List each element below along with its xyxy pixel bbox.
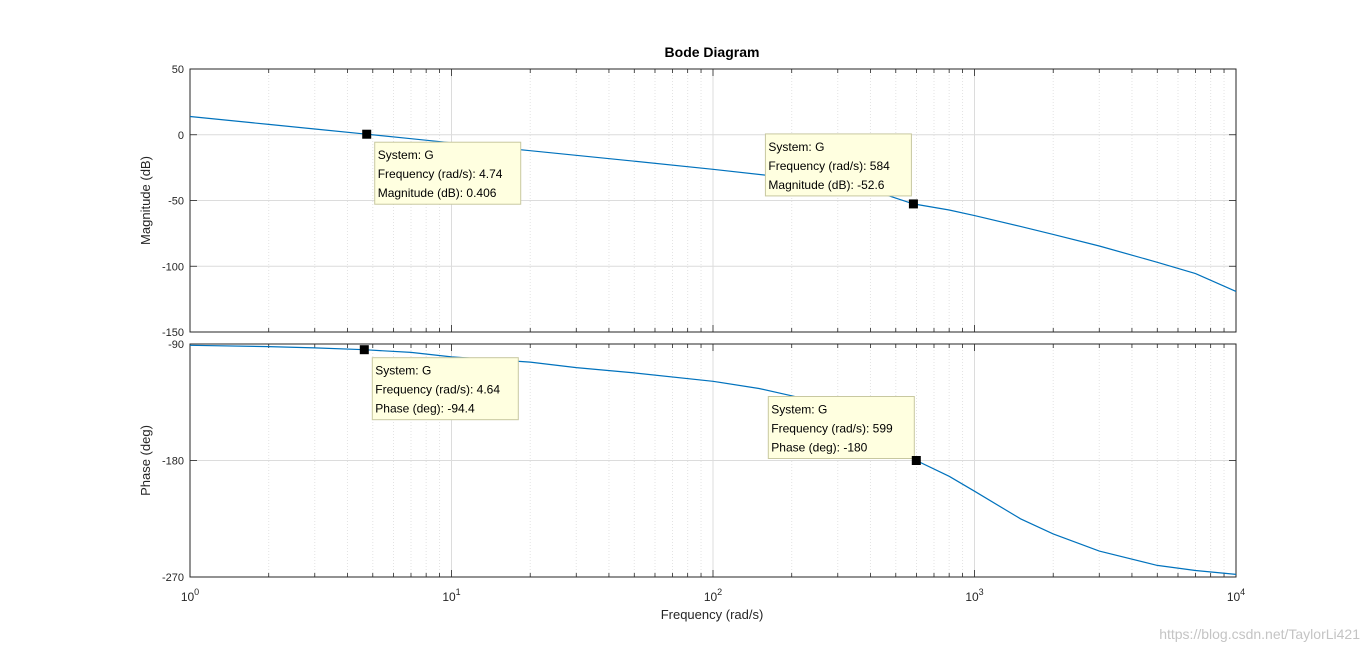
x-tick-label: 103 [965,587,983,604]
x-tick-label: 104 [1227,587,1245,604]
phase-datatip-text: Frequency (rad/s): 599 [771,422,893,436]
magnitude-datatip-box [374,141,522,205]
magnitude-datatip-text: Frequency (rad/s): 584 [768,159,890,173]
magnitude-axes-box [189,68,1237,333]
magnitude-datatip-marker [908,199,918,209]
x-tick-label: 101 [442,587,460,604]
magnitude-datatip-text: Magnitude (dB): 0.406 [378,186,497,200]
magnitude-y-tick-label: -150 [162,327,184,339]
phase-axes-box [189,343,1237,578]
phase-datatip-text: Phase (deg): -94.4 [375,402,475,416]
phase-datatip-marker [911,456,921,465]
phase-datatip-text: System: G [771,403,827,417]
phase-datatip-box [371,357,519,421]
watermark: https://blog.csdn.net/TaylorLi421 [1159,626,1360,642]
phase-datatip-box [767,396,915,459]
magnitude-datatip-text: Magnitude (dB): -52.6 [768,178,884,192]
chart-title: Bode Diagram [665,44,760,60]
magnitude-y-tick-label: 0 [178,130,184,142]
phase-y-tick-label: -90 [168,339,184,351]
magnitude-datatip-text: Frequency (rad/s): 4.74 [378,167,503,181]
phase-datatip-marker [359,345,369,355]
magnitude-y-axis-label: Magnitude (dB) [138,156,153,245]
phase-panel: -270 -180 -90 Phase (deg) System: G Frequency… [138,339,1245,604]
x-tick-label: 102 [704,587,722,604]
magnitude-y-tick-label: -100 [162,261,184,273]
phase-datatip-text: Phase (deg): -180 [771,441,867,455]
phase-y-axis-label: Phase (deg) [138,425,153,496]
magnitude-y-tick-label: 50 [172,64,184,76]
magnitude-datatip-box [764,133,912,197]
x-axis-label: Frequency (rad/s) [661,607,764,622]
magnitude-datatip-text: System: G [378,148,434,162]
magnitude-panel: -150 -100 -50 0 50 Magnitude (dB) System: G Fre… [138,64,1237,339]
phase-y-tick-label: -270 [162,572,184,584]
magnitude-datatip-text: System: G [768,140,824,154]
magnitude-datatip-marker [362,129,372,139]
x-tick-label: 100 [181,587,199,604]
phase-datatip-text: System: G [375,364,431,378]
phase-y-tick-label: -180 [162,456,184,468]
phase-datatip-text: Frequency (rad/s): 4.64 [375,383,500,397]
phase-response-line [189,344,1237,575]
magnitude-y-tick-label: -50 [168,196,184,208]
